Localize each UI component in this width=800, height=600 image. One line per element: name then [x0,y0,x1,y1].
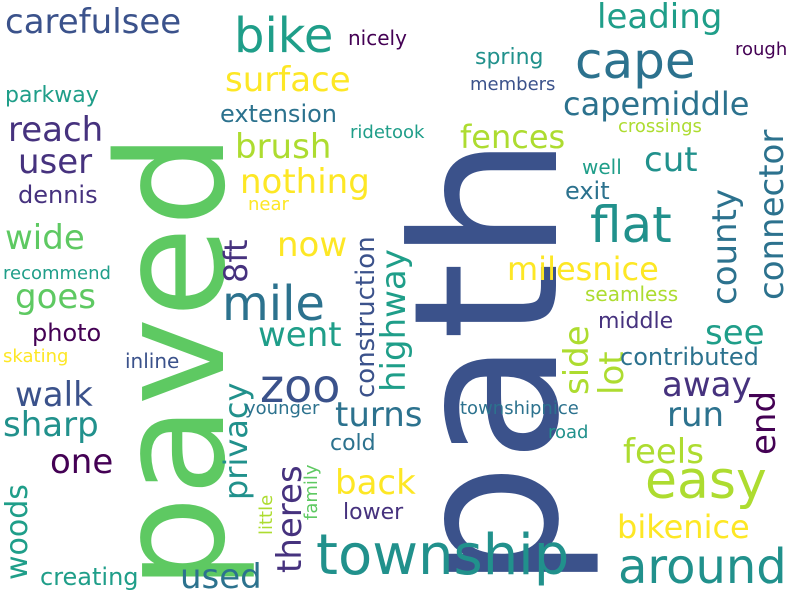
word-capemiddle: capemiddle [563,85,750,123]
word-end: end [744,390,784,455]
word-flat: flat [590,196,672,254]
word-near: near [248,194,289,215]
word-used: used [180,557,262,597]
word-side: side [557,325,597,395]
word-townshipnice: townshipnice [460,398,579,419]
word-ridetook: ridetook [350,122,425,143]
word-extension: extension [220,100,337,128]
word-connector: connector [752,129,792,300]
word-highway: highway [374,249,414,392]
word-went: went [258,315,342,355]
word-turns: turns [335,395,423,435]
word-mile: mile [222,276,325,332]
word-goes: goes [15,277,97,317]
word-woods: woods [0,484,35,580]
word-easy: easy [645,451,767,511]
word-spring: spring [475,45,544,70]
word-carefulsee: carefulsee [5,2,182,42]
word-contributed: contributed [620,343,759,371]
word-cut: cut [644,140,698,180]
word-recommend: recommend [3,263,111,284]
word-middle: middle [598,309,674,334]
word-sharp: sharp [3,405,99,445]
word-one: one [50,442,114,482]
word-skating: skating [3,346,69,367]
word-now: now [277,225,348,265]
word-back: back [335,463,416,503]
word-family: family [301,464,322,520]
word-cold: cold [330,431,376,456]
word-user: user [18,142,93,182]
word-surface: surface [225,60,351,100]
word-fences: fences [460,118,566,156]
word-crossings: crossings [618,116,702,137]
word-8ft: 8ft [217,239,255,283]
word-walk: walk [15,375,93,415]
word-seamless: seamless [585,282,679,306]
word-feels: feels [623,432,704,472]
word-run: run [667,395,725,435]
word-around: around [618,539,787,595]
word-inline: inline [125,349,180,373]
word-township: township [316,523,570,588]
word-bikenice: bikenice [617,508,750,546]
word-see: see [705,313,765,353]
word-creating: creating [40,563,139,591]
word-away: away [662,365,752,405]
word-photo: photo [32,319,102,347]
word-members: members [470,74,556,95]
word-cape: cape [575,32,696,90]
word-road: road [548,422,589,443]
word-well: well [582,155,622,179]
word-lower: lower [343,500,404,525]
word-younger: younger [245,398,320,419]
word-nicely: nicely [348,26,407,50]
word-nothing: nothing [240,162,370,202]
word-little: little [256,494,277,535]
word-zoo: zoo [260,359,341,413]
word-reach: reach [8,110,104,150]
word-leading: leading [597,0,723,37]
word-exit: exit [565,177,610,205]
word-dennis: dennis [18,181,98,209]
word-county: county [705,188,745,305]
word-bike: bike [234,8,334,64]
word-wide: wide [5,218,85,258]
word-brush: brush [235,127,332,167]
word-rough: rough [735,39,788,60]
word-milesnice: milesnice [507,250,659,288]
word-parkway: parkway [5,83,99,108]
